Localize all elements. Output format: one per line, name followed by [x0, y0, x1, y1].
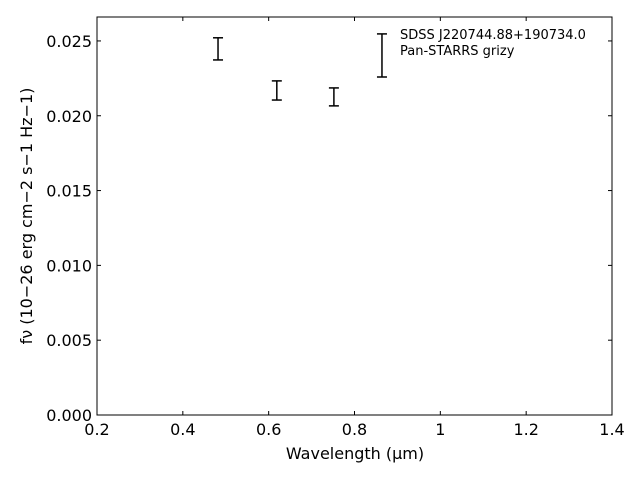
x-tick-label: 1.2 — [513, 420, 538, 439]
error-bar — [271, 80, 282, 101]
x-tick-label: 0.8 — [342, 420, 367, 439]
x-tick-label: 0.6 — [256, 420, 281, 439]
error-bar — [328, 87, 339, 107]
y-tick-label: 0.010 — [46, 256, 92, 275]
y-tick-label: 0.000 — [46, 406, 92, 425]
y-axis-label: fν (10−26 erg cm−2 s−1 Hz−1) — [17, 88, 36, 345]
x-tick-label: 0.2 — [84, 420, 109, 439]
x-tick-label: 0.4 — [170, 420, 195, 439]
y-tick-label: 0.005 — [46, 331, 92, 350]
y-tick-label: 0.015 — [46, 182, 92, 201]
error-bar — [213, 37, 224, 61]
x-tick-label: 1.4 — [599, 420, 624, 439]
error-bar — [376, 33, 387, 78]
x-tick-label: 1 — [435, 420, 445, 439]
y-tick-label: 0.020 — [46, 107, 92, 126]
y-tick-label: 0.025 — [46, 32, 92, 51]
legend-label: SDSS J220744.88+190734.0 Pan-STARRS griz… — [400, 28, 586, 59]
plot-frame — [96, 16, 613, 416]
x-axis-label: Wavelength (μm) — [286, 444, 424, 463]
